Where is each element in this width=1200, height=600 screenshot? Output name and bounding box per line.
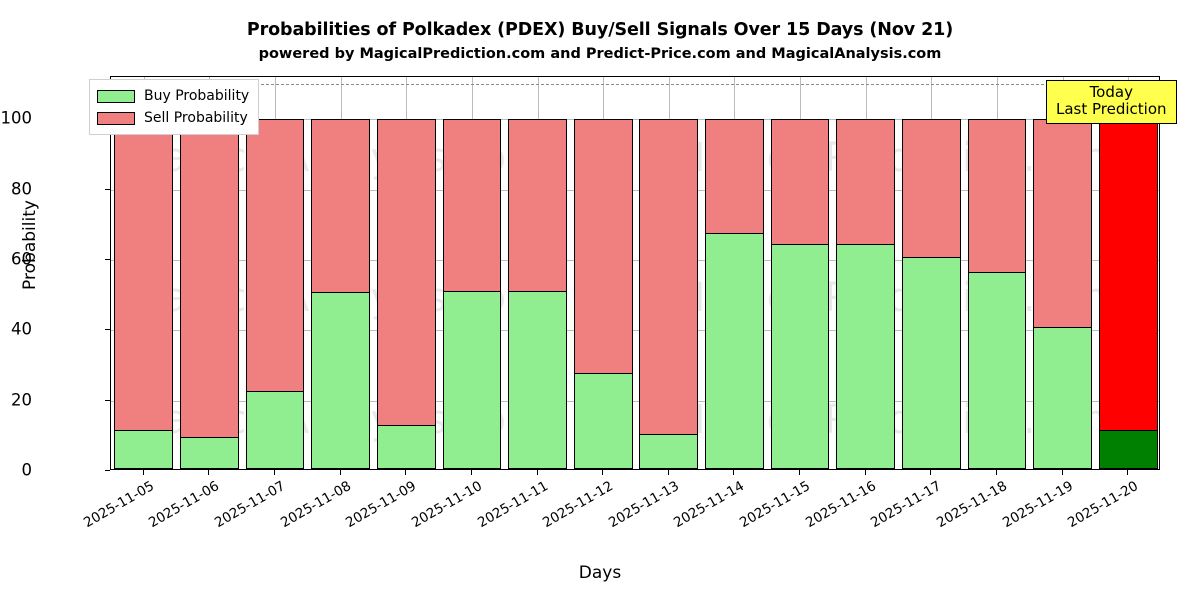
plot-area: MagicalAnalysis.comMagicalPrediction.com… (110, 76, 1160, 470)
bar-segment-sell (442, 118, 502, 292)
x-tick-mark (930, 470, 931, 475)
gridline-horizontal (111, 119, 1159, 121)
today-annotation-line2: Last Prediction (1056, 99, 1167, 118)
today-annotation-line1: Today (1089, 83, 1133, 101)
bar-segment-buy (114, 430, 174, 469)
legend-swatch-buy (97, 89, 135, 103)
bar-segment-sell (967, 118, 1027, 274)
chart-legend: Buy Probability Sell Probability (89, 79, 260, 135)
gridline-horizontal (111, 189, 1159, 191)
gridline-horizontal (111, 259, 1159, 261)
y-tick-label: 0 (21, 460, 33, 480)
x-tick-mark (274, 470, 275, 475)
x-tick-mark (340, 470, 341, 475)
y-tick-label: 100 (0, 108, 33, 128)
x-tick-mark (1062, 470, 1063, 475)
x-tick-mark (471, 470, 472, 475)
x-tick-mark (602, 470, 603, 475)
x-tick-mark (668, 470, 669, 475)
bar-segment-buy (836, 243, 896, 469)
bar-segment-sell (508, 118, 567, 293)
bar-segment-buy (245, 390, 305, 469)
y-tick-label: 80 (11, 179, 32, 199)
bar-segment-sell (836, 118, 896, 246)
bar-2025-11-09 (376, 117, 436, 469)
reference-line (111, 84, 1159, 86)
x-tick-mark (1127, 470, 1128, 475)
y-tick-label: 40 (11, 319, 32, 339)
legend-item-sell: Sell Probability (97, 108, 249, 128)
bar-segment-buy (1098, 430, 1158, 469)
y-tick-mark (105, 470, 110, 471)
bar-2025-11-06 (180, 117, 239, 469)
bar-segment-buy (639, 433, 699, 469)
bar-2025-11-20 (1098, 117, 1158, 469)
bar-segment-buy (442, 290, 502, 469)
bar-2025-11-07 (245, 117, 305, 469)
bar-segment-sell (705, 118, 764, 235)
bar-2025-11-05 (114, 117, 174, 469)
bar-segment-buy (376, 425, 436, 469)
bar-segment-sell (311, 118, 371, 293)
x-axis-label: Days (578, 563, 622, 583)
x-tick-mark (799, 470, 800, 475)
bar-segment-sell (180, 118, 239, 439)
bar-segment-sell (1033, 118, 1092, 329)
today-annotation: Today Last Prediction (1046, 80, 1177, 124)
x-tick-mark (733, 470, 734, 475)
bar-segment-sell (901, 118, 961, 259)
x-tick-mark (996, 470, 997, 475)
bar-2025-11-15 (770, 117, 830, 469)
bar-segment-buy (705, 233, 764, 469)
legend-swatch-sell (97, 111, 135, 125)
legend-label-sell: Sell Probability (144, 110, 248, 126)
y-tick-mark (105, 329, 110, 331)
bar-2025-11-17 (901, 117, 961, 469)
bar-2025-11-19 (1033, 117, 1092, 469)
bar-segment-sell (639, 118, 699, 436)
bar-2025-11-11 (508, 117, 567, 469)
bar-segment-buy (901, 257, 961, 469)
x-tick-mark (537, 470, 538, 475)
bar-segment-sell (770, 118, 830, 246)
y-tick-label: 20 (11, 390, 32, 410)
bar-2025-11-18 (967, 117, 1027, 469)
bar-segment-sell (1098, 118, 1158, 432)
legend-item-buy: Buy Probability (97, 86, 249, 106)
bar-2025-11-08 (311, 117, 371, 469)
x-tick-mark (865, 470, 866, 475)
legend-label-buy: Buy Probability (144, 88, 250, 104)
bar-2025-11-16 (836, 117, 896, 469)
x-tick-mark (208, 470, 209, 475)
y-tick-label: 60 (11, 249, 32, 269)
bar-2025-11-13 (639, 117, 699, 469)
bar-2025-11-12 (573, 117, 633, 469)
bar-2025-11-14 (705, 117, 764, 469)
gridline-horizontal (111, 330, 1159, 332)
chart-subtitle: powered by MagicalPrediction.com and Pre… (258, 46, 942, 62)
bar-segment-buy (967, 272, 1027, 469)
bar-segment-buy (573, 372, 633, 469)
y-tick-mark (105, 399, 110, 401)
y-tick-mark (105, 188, 110, 190)
bar-segment-sell (114, 118, 174, 432)
x-tick-mark (405, 470, 406, 475)
y-tick-mark (105, 258, 110, 260)
bar-segment-buy (770, 243, 830, 469)
bar-segment-buy (1033, 326, 1092, 469)
bar-segment-sell (376, 118, 436, 427)
bar-segment-buy (508, 291, 567, 469)
bar-segment-sell (245, 118, 305, 392)
page-title: Probabilities of Polkadex (PDEX) Buy/Sel… (246, 20, 954, 40)
bar-segment-buy (180, 437, 239, 469)
x-tick-mark (143, 470, 144, 475)
gridline-horizontal (111, 400, 1159, 402)
bar-segment-sell (573, 118, 633, 375)
bar-segment-buy (311, 291, 371, 469)
bar-2025-11-10 (442, 117, 502, 469)
